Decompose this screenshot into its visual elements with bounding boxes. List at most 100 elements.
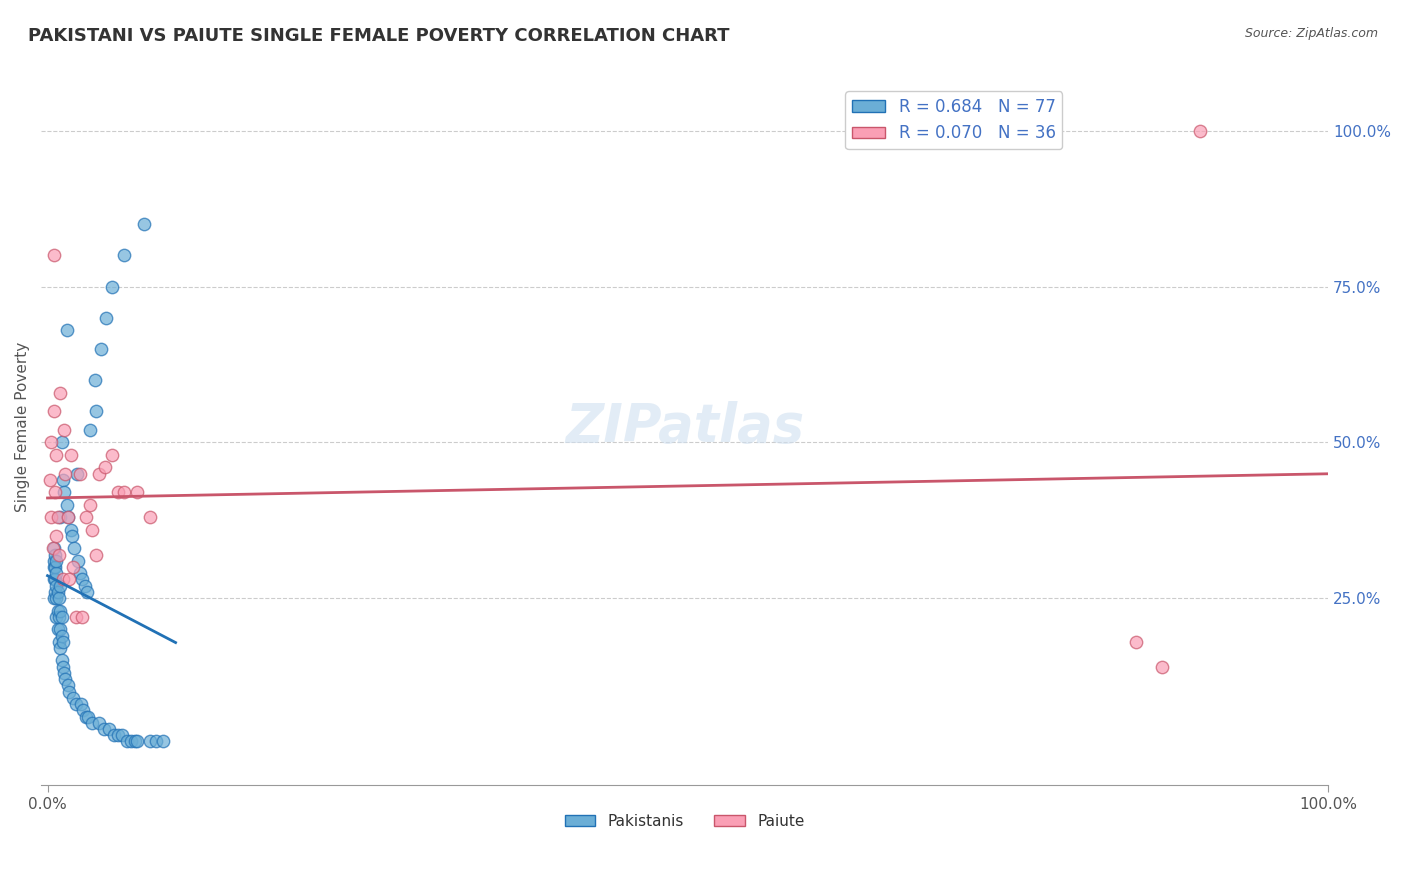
- Point: [45, 554, 67, 568]
- Point: [51, 610, 73, 624]
- Point: [82, 523, 104, 537]
- Point: [87, 715, 110, 730]
- Point: [55, 467, 77, 481]
- Point: [58, 573, 80, 587]
- Point: [45, 529, 67, 543]
- Point: [49, 385, 72, 400]
- Point: [76, 585, 98, 599]
- Point: [44, 548, 66, 562]
- Point: [100, 279, 122, 293]
- Point: [139, 734, 162, 748]
- Point: [52, 573, 75, 587]
- Point: [41, 541, 63, 556]
- Text: PAKISTANI VS PAIUTE SINGLE FEMALE POVERTY CORRELATION CHART: PAKISTANI VS PAIUTE SINGLE FEMALE POVERT…: [28, 27, 730, 45]
- Point: [103, 728, 125, 742]
- Point: [77, 709, 100, 723]
- Point: [52, 659, 75, 673]
- Point: [65, 610, 87, 624]
- Point: [48, 548, 70, 562]
- Point: [112, 248, 135, 262]
- Point: [72, 703, 94, 717]
- Point: [41, 435, 63, 450]
- Point: [132, 217, 155, 231]
- Point: [56, 678, 79, 692]
- Point: [46, 585, 69, 599]
- Point: [96, 310, 118, 325]
- Point: [44, 585, 66, 599]
- Point: [49, 623, 72, 637]
- Point: [127, 485, 149, 500]
- Point: [93, 722, 115, 736]
- Point: [56, 510, 79, 524]
- Point: [49, 604, 72, 618]
- Point: [49, 640, 72, 655]
- Point: [49, 579, 72, 593]
- Point: [44, 573, 66, 587]
- Point: [42, 560, 65, 574]
- Point: [48, 634, 70, 648]
- Point: [107, 485, 129, 500]
- Point: [42, 541, 65, 556]
- Point: [52, 473, 75, 487]
- Point: [56, 510, 79, 524]
- Point: [42, 248, 65, 262]
- Y-axis label: Single Female Poverty: Single Female Poverty: [15, 342, 30, 512]
- Point: [69, 566, 91, 581]
- Point: [53, 665, 76, 680]
- Point: [42, 404, 65, 418]
- Point: [51, 435, 73, 450]
- Point: [84, 404, 107, 418]
- Point: [111, 728, 134, 742]
- Point: [1150, 659, 1173, 673]
- Point: [63, 541, 86, 556]
- Point: [73, 579, 96, 593]
- Point: [115, 734, 138, 748]
- Point: [67, 554, 90, 568]
- Point: [48, 610, 70, 624]
- Point: [120, 734, 142, 748]
- Point: [69, 467, 91, 481]
- Point: [45, 579, 67, 593]
- Point: [70, 610, 93, 624]
- Point: [62, 560, 84, 574]
- Point: [53, 485, 76, 500]
- Point: [53, 423, 76, 437]
- Point: [59, 523, 82, 537]
- Point: [98, 722, 121, 736]
- Point: [41, 510, 63, 524]
- Point: [83, 373, 105, 387]
- Point: [51, 653, 73, 667]
- Point: [75, 709, 97, 723]
- Point: [52, 634, 75, 648]
- Point: [90, 342, 112, 356]
- Point: [45, 610, 67, 624]
- Point: [44, 560, 66, 574]
- Point: [84, 548, 107, 562]
- Point: [60, 529, 83, 543]
- Point: [79, 498, 101, 512]
- Point: [152, 734, 174, 748]
- Point: [58, 684, 80, 698]
- Point: [107, 728, 129, 742]
- Point: [112, 485, 135, 500]
- Point: [46, 510, 69, 524]
- Point: [145, 734, 167, 748]
- Point: [75, 510, 97, 524]
- Point: [46, 623, 69, 637]
- Point: [82, 715, 104, 730]
- Point: [65, 697, 87, 711]
- Point: [49, 510, 72, 524]
- Point: [45, 591, 67, 606]
- Point: [79, 423, 101, 437]
- Point: [45, 448, 67, 462]
- Point: [46, 604, 69, 618]
- Point: [94, 460, 117, 475]
- Legend: Pakistanis, Paiute: Pakistanis, Paiute: [558, 807, 811, 835]
- Point: [44, 485, 66, 500]
- Point: [51, 628, 73, 642]
- Point: [55, 323, 77, 337]
- Point: [1125, 634, 1147, 648]
- Point: [59, 448, 82, 462]
- Point: [127, 734, 149, 748]
- Point: [66, 467, 89, 481]
